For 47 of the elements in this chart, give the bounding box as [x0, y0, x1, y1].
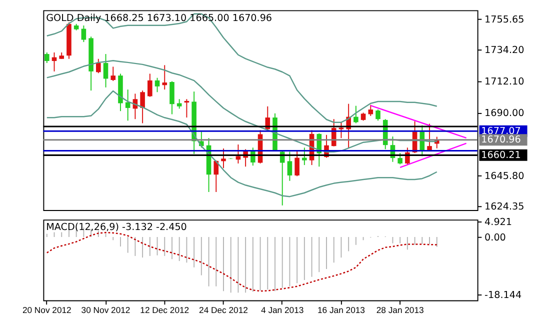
candlestick: [140, 90, 145, 124]
x-tick-label: 20 Nov 2012: [22, 305, 72, 316]
candlestick: [376, 109, 380, 122]
candlestick: [338, 122, 344, 139]
candlestick: [125, 89, 130, 122]
y-tick-label: 1690.00: [484, 108, 524, 120]
y-tick-label: 1645.80: [484, 171, 524, 182]
candlestick: [176, 98, 182, 110]
candlestick: [103, 54, 108, 88]
x-tick-label: 12 Dec 2012: [140, 305, 190, 316]
y-tick-label: 1734.20: [484, 44, 524, 56]
candlestick: [184, 98, 190, 118]
candlestick: [170, 80, 174, 115]
candlestick: [162, 64, 168, 90]
y-tick-label: 1712.10: [484, 76, 524, 88]
chart-title: MACD(12,26,9) -3.132 -2.450: [46, 222, 187, 234]
candlestick: [81, 25, 86, 43]
candlestick: [44, 52, 50, 64]
line-series: [46, 90, 438, 198]
ref-line-label: 1660.21: [481, 150, 521, 162]
candlestick: [354, 105, 358, 124]
candlestick: [236, 144, 241, 164]
candlestick: [302, 147, 307, 166]
x-tick-label: 16 Jan 2013: [317, 305, 366, 316]
candlestick: [154, 77, 160, 93]
x-tick-label: 4 Jan 2013: [261, 305, 304, 316]
candlestick: [96, 58, 101, 74]
x-tick-label: 30 Nov 2012: [81, 305, 130, 316]
candlestick: [221, 148, 226, 169]
line-series: [46, 232, 438, 292]
y-tick-label: 4.921: [484, 216, 512, 228]
candlestick: [280, 150, 285, 206]
candlestick: [398, 152, 402, 165]
y-tick-label: 1624.35: [484, 202, 524, 213]
x-tick-label: 24 Dec 2012: [199, 305, 248, 316]
candlestick: [148, 73, 152, 98]
y-tick-label: -18.144: [484, 290, 522, 301]
candlestick: [287, 151, 292, 182]
x-tick-label: 28 Jan 2013: [376, 305, 424, 316]
candlestick: [368, 104, 374, 116]
ref-line-label: 1670.96: [481, 134, 521, 146]
candlestick: [110, 66, 116, 82]
ref-line-label: 1677.07: [481, 126, 521, 137]
y-tick-label: 1755.65: [484, 14, 524, 26]
candlestick: [214, 160, 219, 192]
y-tick-label: 0.00: [484, 232, 506, 244]
candlestick: [294, 150, 300, 177]
